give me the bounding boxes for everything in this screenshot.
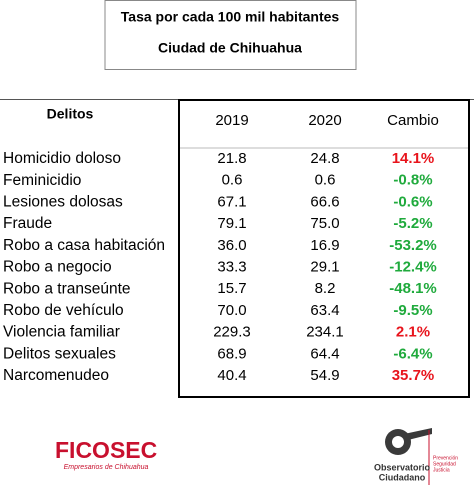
row-label: Robo a negocio (3, 259, 112, 276)
row-label: Fraude (3, 215, 52, 232)
cell: 21.8 (217, 150, 246, 167)
column-header: Cambio (387, 112, 439, 129)
cell: 70.0 (217, 302, 246, 319)
row-label: Lesiones dolosas (3, 193, 123, 210)
column-header: Delitos (47, 106, 94, 122)
row-label: Delitos sexuales (3, 345, 116, 362)
change-cell: -12.4% (389, 258, 437, 275)
logo-tagline: Seguridad (433, 461, 456, 467)
cell: 68.9 (217, 345, 246, 362)
cell: 29.1 (310, 258, 339, 275)
cell: 66.6 (310, 193, 339, 210)
change-cell: -48.1% (389, 280, 437, 297)
title-box (104, 0, 357, 70)
cell: 15.7 (217, 280, 246, 297)
logo-tagline: Empresarios de Chihuahua (64, 464, 149, 471)
change-cell: 14.1% (392, 150, 435, 167)
cell: 75.0 (310, 215, 339, 232)
change-cell: -0.8% (393, 172, 432, 189)
change-cell: -5.2% (393, 215, 432, 232)
cell: 8.2 (315, 280, 336, 297)
table-box (178, 99, 470, 398)
change-cell: 2.1% (396, 324, 430, 341)
cell: 63.4 (310, 302, 339, 319)
cell: 67.1 (217, 193, 246, 210)
cell: 33.3 (217, 258, 246, 275)
row-label: Narcomenudeo (3, 367, 109, 384)
cell: 79.1 (217, 215, 246, 232)
cell: 24.8 (310, 150, 339, 167)
cell: 36.0 (217, 237, 246, 254)
logo-text: FICOSEC (55, 437, 157, 463)
row-label: Robo a transeúnte (3, 280, 131, 297)
logo-text: Observatorio (374, 462, 431, 472)
cell: 0.6 (315, 172, 336, 189)
cell: 0.6 (222, 172, 243, 189)
table-body: Homicidio doloso 21.8 24.8 14.1% Feminicidio… (3, 150, 437, 384)
cell: 40.4 (217, 367, 246, 384)
column-header: 2019 (215, 112, 248, 129)
change-cell: -9.5% (393, 302, 432, 319)
cell: 64.4 (310, 345, 339, 362)
change-cell: -53.2% (389, 237, 437, 254)
logo-tagline: Justicia (433, 467, 450, 473)
cell: 234.1 (306, 324, 344, 341)
row-label: Homicidio doloso (3, 150, 121, 167)
row-label: Violencia familiar (3, 324, 120, 341)
logo-text: Ciudadano (379, 472, 426, 482)
logo-tagline: Prevención (433, 455, 458, 461)
logo-icon (385, 428, 432, 485)
cell: 16.9 (310, 237, 339, 254)
title: Tasa por cada 100 mil habitantes (121, 9, 340, 25)
row-label: Robo de vehículo (3, 302, 124, 319)
row-label: Robo a casa habitación (3, 237, 165, 254)
cell: 229.3 (213, 324, 251, 341)
change-cell: -0.6% (393, 193, 432, 210)
row-label: Feminicidio (3, 172, 81, 189)
cell: 54.9 (310, 367, 339, 384)
subtitle: Ciudad de Chihuahua (158, 40, 302, 56)
change-cell: 35.7% (392, 367, 435, 384)
change-cell: -6.4% (393, 345, 432, 362)
column-header: 2020 (308, 112, 341, 129)
